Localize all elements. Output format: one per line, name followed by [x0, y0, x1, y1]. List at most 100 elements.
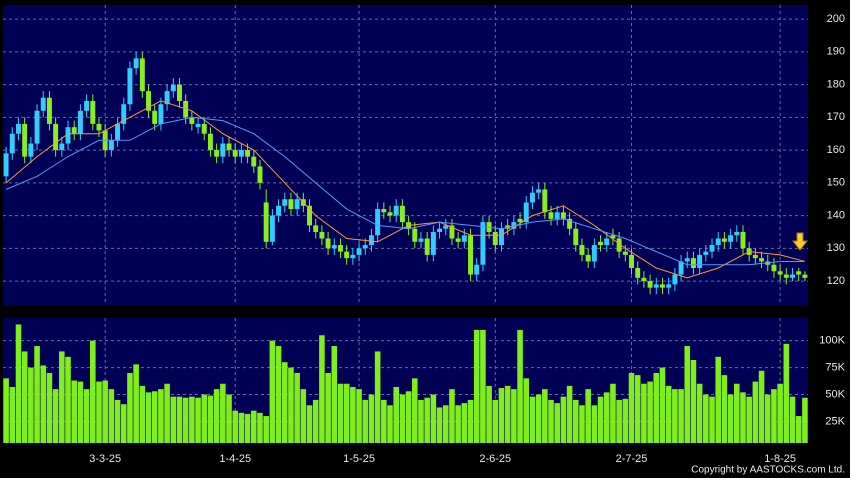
x-tick-label: 1-8-25: [764, 453, 796, 465]
volume-bar: [393, 386, 399, 443]
candle-body: [783, 274, 789, 278]
candle-body: [276, 205, 282, 216]
volume-bar: [294, 372, 300, 443]
volume-bar: [288, 367, 294, 443]
volume-bar: [145, 392, 152, 443]
volume-bar: [158, 389, 164, 443]
volume-bar: [108, 389, 115, 443]
candle-body: [22, 123, 28, 157]
volume-bar: [764, 394, 771, 443]
volume-bar: [542, 389, 548, 443]
volume-bar: [802, 397, 808, 443]
volume-bar: [387, 405, 393, 443]
volume-bar: [381, 399, 387, 443]
candle-body: [437, 228, 443, 232]
volume-bar: [319, 335, 325, 443]
candle-body: [697, 254, 703, 268]
volume-bar: [350, 386, 356, 443]
candle-body: [542, 189, 548, 213]
volume-bar: [399, 394, 406, 443]
volume-bar: [182, 397, 189, 443]
candle-body: [170, 84, 176, 92]
volume-bar: [678, 389, 684, 443]
candle-body: [133, 58, 139, 69]
y-tick-label: 140: [827, 209, 845, 221]
candle-body: [715, 238, 721, 246]
candle-body: [195, 123, 201, 128]
candle-body: [121, 104, 127, 124]
volume-bar: [442, 405, 449, 443]
candle-body: [585, 254, 591, 262]
volume-bar: [504, 385, 511, 443]
x-tick-label: 1-4-25: [219, 453, 251, 465]
candle-body: [257, 166, 263, 183]
volume-bar: [603, 392, 610, 443]
volume-bar: [740, 392, 746, 443]
candle-body: [34, 110, 40, 144]
volume-bar: [251, 410, 257, 443]
volume-bar: [34, 346, 40, 443]
volume-bar: [418, 399, 424, 443]
candle-body: [641, 277, 647, 282]
candle-body: [511, 222, 517, 229]
candle-body: [499, 228, 504, 246]
candle-body: [338, 245, 343, 252]
volume-bar: [77, 381, 84, 443]
volume-bar: [28, 367, 34, 443]
volume-bar: [114, 399, 121, 443]
y-tick-label: 190: [827, 46, 845, 58]
arrow-marker: [791, 232, 809, 251]
volume-bar: [232, 410, 238, 443]
candle-body: [647, 281, 653, 288]
candle-body: [573, 228, 579, 246]
candle-body: [721, 238, 727, 242]
candle-body: [660, 284, 665, 288]
volume-bar: [523, 378, 530, 443]
volume-bar: [120, 404, 127, 443]
volume-bar: [281, 362, 288, 443]
candle-body: [474, 264, 480, 275]
candle-body: [554, 212, 560, 219]
candle-body: [536, 189, 542, 193]
volume-bar: [312, 399, 319, 443]
candle-body: [368, 235, 374, 246]
volume-bar: [783, 343, 790, 443]
volume-bar: [554, 403, 560, 443]
volume-bar: [201, 394, 208, 443]
candle-body: [610, 235, 616, 239]
volume-bar: [127, 372, 133, 443]
candle-body: [65, 127, 71, 144]
candle-body: [424, 238, 430, 255]
volume-bar: [21, 351, 28, 443]
candle-body: [653, 284, 659, 288]
y-tick-label: 75K: [825, 361, 845, 373]
volume-bar: [90, 340, 96, 443]
candle-body: [492, 231, 498, 246]
candle-body: [629, 254, 634, 268]
y-tick-label: 120: [827, 275, 845, 287]
candle-body: [802, 274, 808, 278]
candle-body: [455, 238, 461, 242]
candle-body: [96, 123, 102, 131]
volume-bar: [480, 329, 486, 443]
volume-bar: [498, 388, 505, 443]
volume-bar: [752, 381, 759, 443]
volume-bar: [59, 351, 65, 443]
volume-bar: [263, 416, 269, 443]
candle-body: [480, 222, 486, 265]
candle-body: [375, 209, 381, 236]
candle-body: [777, 271, 783, 275]
volume-bar: [306, 405, 313, 443]
candle-body: [703, 251, 709, 255]
volume-bar: [71, 380, 77, 443]
y-tick-label: 200: [827, 13, 845, 25]
candle-body: [127, 68, 133, 105]
candle-body: [517, 218, 523, 223]
x-tick-label: 3-3-25: [89, 453, 121, 465]
candle-body: [690, 258, 696, 268]
candle-body: [449, 225, 455, 239]
candle-body: [77, 110, 83, 134]
volume-bar: [641, 383, 647, 443]
volume-bar: [795, 416, 802, 443]
candle-body: [771, 264, 777, 272]
